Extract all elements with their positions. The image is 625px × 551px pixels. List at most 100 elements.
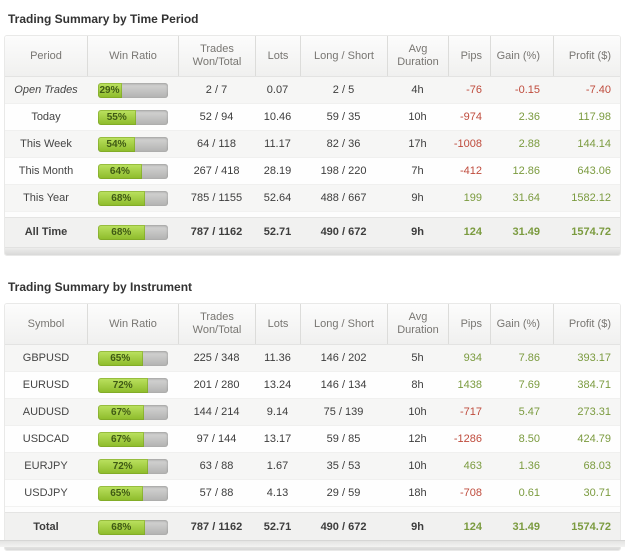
cell-lots: 1.67 [266, 459, 289, 472]
cell-lots: 11.17 [264, 137, 291, 150]
table-row: USDCAD 67% 97 / 144 13.17 59 / 85 12h -1286 8.5… [5, 425, 620, 452]
col-header-period: Period [30, 49, 62, 62]
cell-trades: 97 / 144 [196, 432, 237, 445]
cell-duration: 5h [411, 351, 424, 364]
win-ratio-fill: 67% [97, 404, 145, 420]
cell-lots: 4.13 [266, 486, 289, 499]
cell-profit: 68.03 [583, 459, 611, 472]
page-bottom-divider [0, 540, 625, 547]
win-ratio-label: 67% [110, 433, 131, 445]
cell-lots: 10.46 [263, 110, 292, 123]
cell-win: 54% [87, 131, 178, 157]
cell-win: 72% [87, 453, 178, 479]
cell-long_short: 29 / 59 [326, 486, 361, 499]
win-ratio-label: 72% [112, 379, 133, 391]
table-header-row: Symbol Win Ratio Trades Won/Total Lots Long … [5, 304, 620, 345]
cell-duration: 10h [408, 459, 427, 472]
cell-duration: 10h [408, 110, 427, 123]
cell-duration: 12h [408, 432, 427, 445]
cell-lots: 0.07 [266, 83, 289, 96]
cell-win: 67% [87, 426, 178, 452]
table-title: Trading Summary by Time Period [8, 12, 199, 26]
table-row: Today 55% 52 / 94 10.46 59 / 35 10h -974 2.36 11… [5, 103, 620, 130]
win-ratio-fill: 72% [97, 377, 148, 393]
cell-gain: 8.50 [518, 432, 540, 445]
cell-duration: 9h [411, 191, 424, 204]
win-ratio-fill: 68% [97, 190, 146, 206]
cell-gain: 1.36 [518, 459, 540, 472]
win-ratio-bar: 68% [97, 225, 168, 240]
col-header-avg-duration: Avg Duration [387, 36, 448, 76]
total-cell-long_short: 490 / 672 [320, 521, 367, 533]
total-row-separator [5, 211, 620, 217]
col-header-long-short: Long / Short [300, 304, 387, 344]
cell-long_short: 75 / 139 [323, 405, 364, 418]
win-ratio-label: 72% [112, 460, 133, 472]
cell-long_short: 59 / 85 [326, 432, 361, 445]
row-label: USDCAD [22, 432, 70, 445]
table-row: EURJPY 72% 63 / 88 1.67 35 / 53 10h 463 1.36 68.… [5, 452, 620, 479]
row-label: GBPUSD [22, 351, 70, 364]
total-cell-label: All Time [24, 226, 68, 238]
total-row-separator [5, 506, 620, 512]
win-ratio-fill: 68% [97, 225, 146, 240]
cell-pips: -1286 [453, 432, 482, 445]
cell-profit: 273.31 [577, 405, 611, 418]
cell-pips: -717 [459, 405, 482, 418]
cell-win: 64% [87, 158, 178, 184]
total-cell-pips: 124 [463, 226, 482, 238]
table-row: This Week 54% 64 / 118 11.17 82 / 36 17h -1008… [5, 130, 620, 157]
win-ratio-bar: 64% [97, 163, 168, 179]
win-ratio-fill: 65% [97, 485, 143, 501]
total-cell-gain: 31.49 [512, 521, 540, 533]
cell-profit: 30.71 [583, 486, 611, 499]
cell-pips: -1008 [453, 137, 482, 150]
col-header-lots: Lots [255, 36, 300, 76]
cell-lots: 13.24 [263, 378, 292, 391]
total-cell-lots: 52.71 [263, 521, 292, 533]
total-cell-pips: 124 [463, 521, 482, 533]
win-ratio-bar: 54% [97, 136, 168, 152]
cell-profit: 393.17 [577, 351, 611, 364]
cell-trades: 52 / 94 [199, 110, 234, 123]
col-header-profit: Profit ($) [553, 36, 620, 76]
total-cell-lots: 52.71 [263, 226, 292, 238]
total-row: Total 68% 787 / 1162 52.71 490 / 672 9h 124 31.… [5, 512, 620, 542]
cell-trades: 2 / 7 [205, 83, 228, 96]
table-row: Open Trades 29% 2 / 7 0.07 2 / 5 4h -76 -0.15 -7… [5, 77, 620, 103]
win-ratio-bar: 55% [97, 109, 168, 125]
cell-win: 29% [87, 77, 178, 103]
row-label: Open Trades [14, 83, 78, 96]
cell-pips: 463 [463, 459, 482, 472]
cell-win: 55% [87, 104, 178, 130]
row-label: This Week [20, 137, 72, 150]
cell-profit: 643.06 [577, 164, 611, 177]
cell-gain: 2.88 [518, 137, 540, 150]
col-header-long-short: Long / Short [300, 36, 387, 76]
cell-lots: 52.64 [263, 191, 292, 204]
row-label: AUDUSD [22, 405, 70, 418]
cell-trades: 144 / 214 [193, 405, 240, 418]
total-cell-gain: 31.49 [512, 226, 540, 238]
cell-gain: 0.61 [518, 486, 540, 499]
instrument-summary-section: Trading Summary by Instrument Symbol Win … [4, 280, 621, 551]
cell-trades: 225 / 348 [193, 351, 240, 364]
row-label: USDJPY [24, 486, 68, 499]
total-cell-long_short: 490 / 672 [320, 226, 367, 238]
cell-long_short: 146 / 134 [320, 378, 367, 391]
table-row: This Month 64% 267 / 418 28.19 198 / 220 7h -4… [5, 157, 620, 184]
cell-lots: 9.14 [266, 405, 289, 418]
win-ratio-bar: 29% [97, 82, 168, 98]
col-header-trades-won-total: Trades Won/Total [178, 304, 255, 344]
cell-pips: -708 [459, 486, 482, 499]
win-ratio-fill: 29% [97, 82, 122, 98]
cell-pips: 934 [463, 351, 482, 364]
time-period-summary-section: Trading Summary by Time Period Period Win… [4, 12, 621, 256]
total-cell-duration: 9h [411, 521, 424, 533]
cell-win: 72% [87, 372, 178, 398]
win-ratio-label: 55% [106, 111, 127, 123]
win-ratio-label: 68% [111, 192, 132, 204]
total-cell-trades: 787 / 1162 [190, 226, 243, 238]
total-cell-win: 68% [87, 218, 178, 247]
